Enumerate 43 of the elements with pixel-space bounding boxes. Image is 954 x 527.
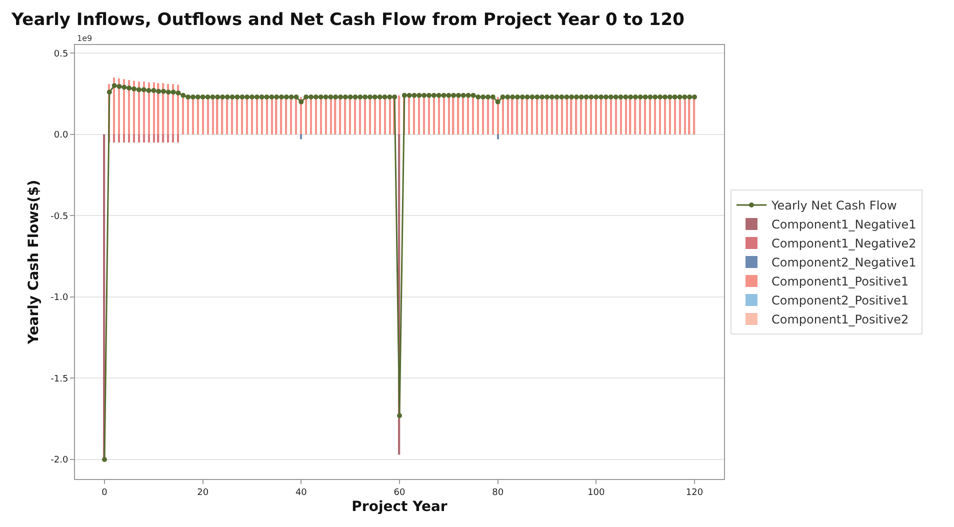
- x-tick-label: 60: [394, 488, 406, 498]
- legend-label: Component2_Negative1: [771, 256, 916, 270]
- bar: [398, 95, 400, 134]
- bar: [118, 134, 120, 143]
- bar: [162, 134, 164, 143]
- x-tick-label: 120: [686, 488, 704, 498]
- x-tick-label: 40: [295, 488, 308, 498]
- bar: [143, 82, 145, 134]
- chart-title: Yearly Inflows, Outflows and Net Cash Flow from Project Year 0 to 120: [10, 10, 685, 30]
- bar: [300, 134, 302, 140]
- text: 1e9: [77, 34, 92, 43]
- bar: [113, 134, 115, 143]
- bar: [123, 134, 125, 143]
- y-tick-label: -1.5: [50, 374, 68, 384]
- x-tick-label: 80: [492, 488, 504, 498]
- legend-label: Yearly Net Cash Flow: [770, 198, 898, 213]
- legend-label: Component1_Positive2: [771, 312, 909, 327]
- x-tick-label: 0: [102, 488, 108, 498]
- bar: [177, 134, 179, 143]
- legend-label: Component1_Positive1: [771, 274, 909, 289]
- y-tick-label: 0.0: [54, 130, 68, 141]
- y-axis-title: Yearly Cash Flows($): [26, 180, 42, 346]
- bar: [128, 80, 130, 134]
- bar: [148, 134, 150, 143]
- bar: [138, 82, 140, 134]
- bar: [167, 134, 170, 143]
- x-axis-title: Project Year: [352, 499, 448, 516]
- x-tick-label: 100: [588, 488, 606, 498]
- bar: [138, 134, 140, 143]
- legend-label: Component1_Negative1: [771, 218, 916, 232]
- bar: [497, 134, 499, 140]
- y-tick-label: -0.5: [50, 212, 68, 222]
- bar: [143, 134, 145, 143]
- bar: [128, 134, 130, 143]
- y-tick-label: 0.5: [54, 49, 68, 60]
- y-tick-label: -2.0: [50, 456, 68, 466]
- bar: [153, 134, 155, 143]
- bar: [133, 134, 135, 143]
- legend-label: Component2_Positive1: [771, 294, 909, 308]
- y-tick-label: -1.0: [50, 293, 68, 304]
- x-tick-label: 20: [197, 488, 209, 498]
- legend-label: Component1_Negative2: [771, 236, 916, 251]
- bar: [172, 134, 174, 143]
